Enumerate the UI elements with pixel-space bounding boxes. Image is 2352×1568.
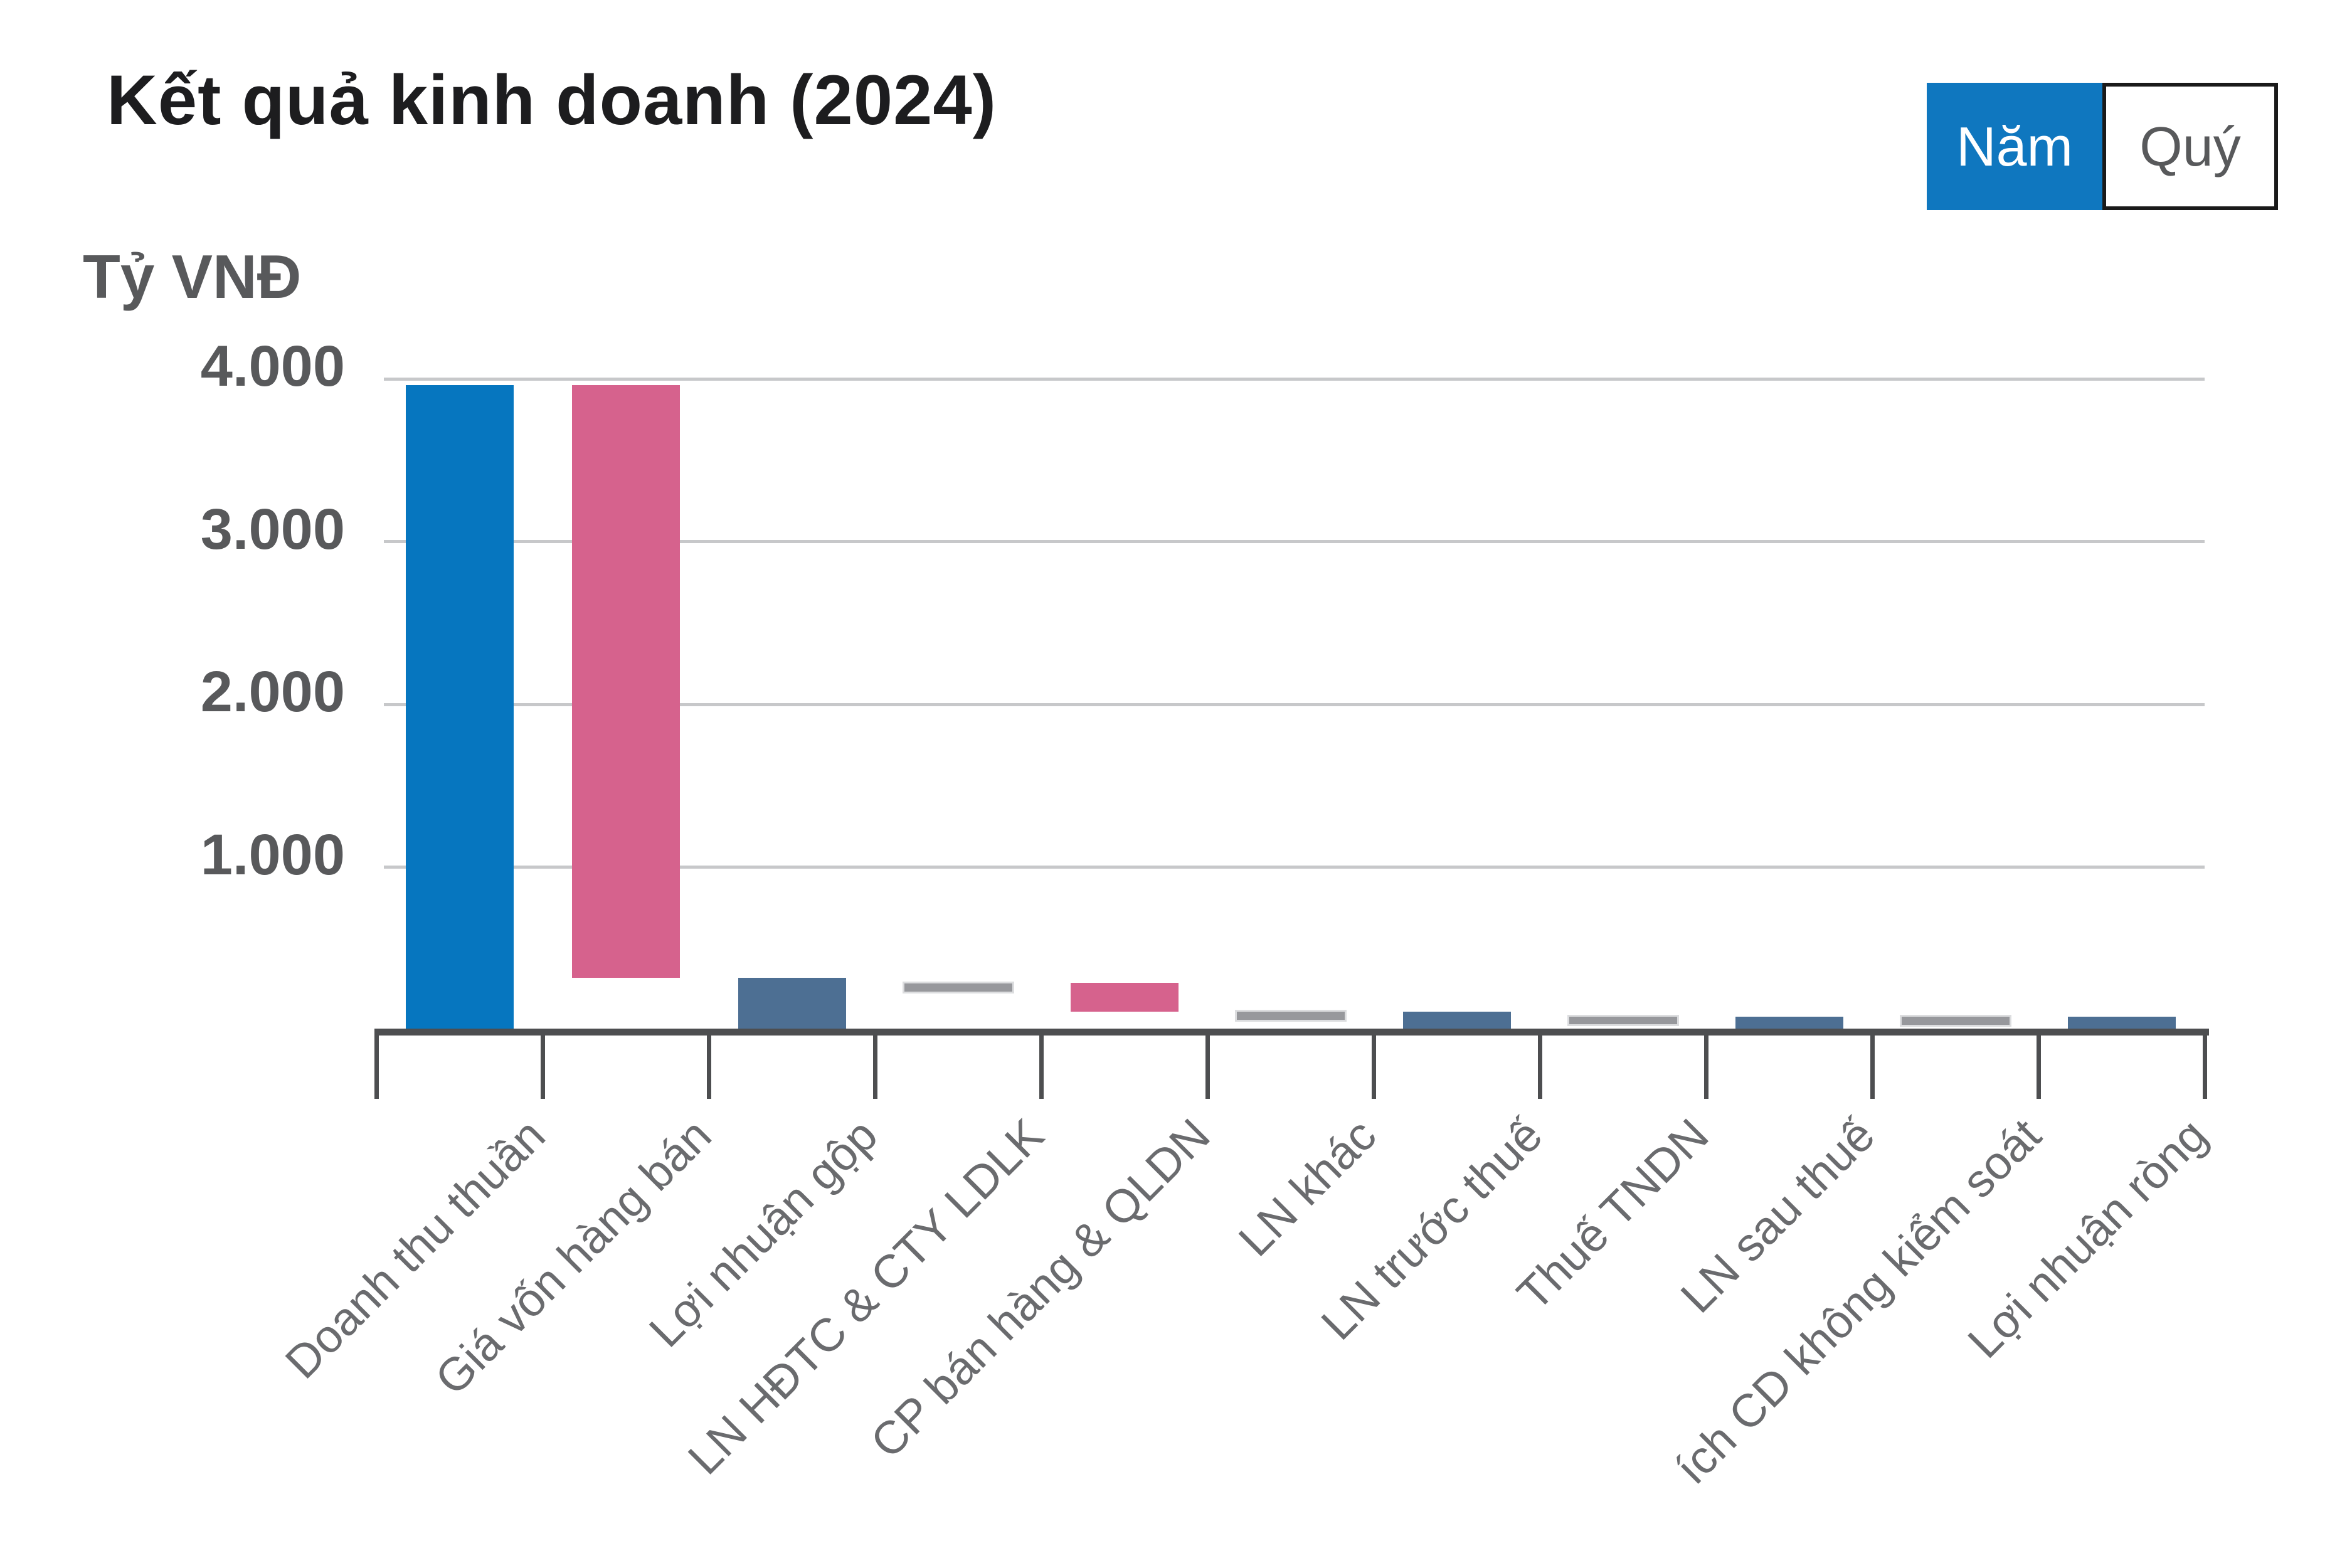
bar-11[interactable] xyxy=(2067,1017,2176,1030)
bar-9[interactable] xyxy=(1735,1017,1843,1030)
y-tick-label-4000: 4.000 xyxy=(200,334,345,398)
x-axis-line xyxy=(374,1029,2209,1036)
x-axis-tick-2 xyxy=(707,1029,711,1099)
x-axis-tick-8 xyxy=(1704,1029,1708,1099)
period-toggle: Năm Quý xyxy=(1927,83,2278,210)
y-axis-unit-label: Tỷ VNĐ xyxy=(83,242,302,311)
y-tick-label-2000: 2.000 xyxy=(200,660,345,724)
bar-10[interactable] xyxy=(1901,1017,2010,1025)
bar-7[interactable] xyxy=(1402,1012,1511,1030)
x-axis-tick-1 xyxy=(541,1029,545,1099)
x-axis-tick-4 xyxy=(1039,1029,1044,1099)
x-axis-tick-5 xyxy=(1205,1029,1210,1099)
gridline-1000 xyxy=(384,866,2205,869)
x-axis-tick-3 xyxy=(873,1029,877,1099)
x-axis-tick-11 xyxy=(2203,1029,2207,1099)
toggle-quarter-button[interactable]: Quý xyxy=(2102,83,2278,210)
page-title: Kết quả kinh doanh (2024) xyxy=(107,61,997,139)
x-axis-tick-10 xyxy=(2037,1029,2041,1099)
bar-1[interactable] xyxy=(405,385,514,1030)
y-tick-label-1000: 1.000 xyxy=(200,822,345,887)
x-axis-tick-9 xyxy=(1870,1029,1875,1099)
gridline-2000 xyxy=(384,702,2205,706)
bar-8[interactable] xyxy=(1569,1017,1677,1024)
x-axis-tick-6 xyxy=(1372,1029,1376,1099)
gridline-4000 xyxy=(384,377,2205,381)
x-axis-tick-7 xyxy=(1538,1029,1542,1099)
bar-6[interactable] xyxy=(1236,1012,1345,1020)
bar-5[interactable] xyxy=(1070,982,1179,1012)
y-tick-label-3000: 3.000 xyxy=(200,497,345,561)
toggle-year-button[interactable]: Năm xyxy=(1927,83,2102,210)
bar-3[interactable] xyxy=(738,977,846,1030)
gridline-3000 xyxy=(384,540,2205,543)
bar-4[interactable] xyxy=(904,983,1012,992)
x-axis-tick-0 xyxy=(374,1029,379,1099)
bar-2[interactable] xyxy=(571,385,680,978)
